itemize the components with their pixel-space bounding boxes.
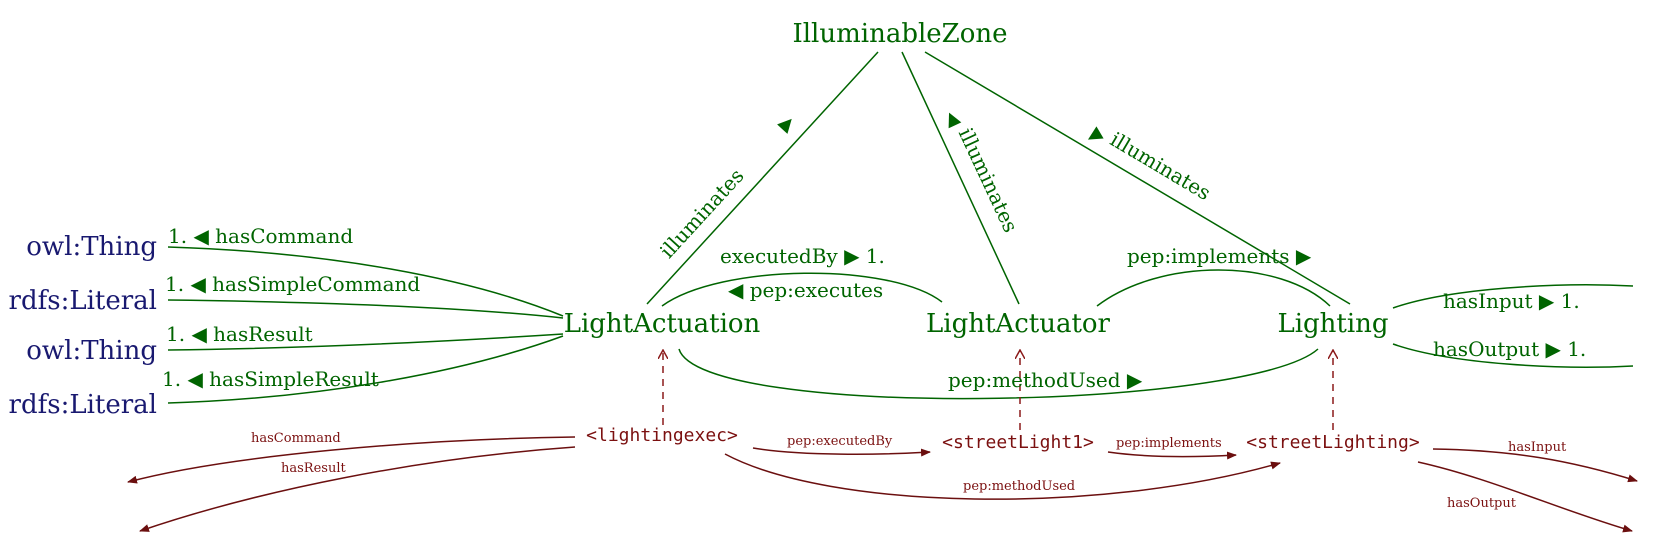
label-pep-executes: ◀ pep:executes [728,278,883,302]
inst-label-hasoutput: hasOutput [1447,496,1517,511]
edge-inst-executedby [752,447,931,457]
class-illuminablezone: IlluminableZone [792,19,1007,49]
edge-hasoutput [1392,343,1634,368]
label-hassimpleresult: 1. ◀ hasSimpleResult [162,367,379,391]
edge-inst-hasresult [139,446,576,532]
edge-hassimplecommand [167,299,564,319]
edge-illuminates-lighting [924,51,1351,305]
class-lightactuator: LightActuator [926,309,1111,339]
label-pep-implements: pep:implements ▶ [1127,244,1312,268]
edge-inst-methodused [724,453,1281,500]
edge-illuminates-lightactuator [901,51,1020,305]
node-owl-thing-2: owl:Thing [26,336,157,366]
edge-pep-implements-arc [1096,269,1331,307]
edge-hasinput [1392,284,1634,309]
class-edges [167,51,1634,404]
node-rdfs-literal-1: rdfs:Literal [9,286,157,316]
edge-illuminates-lightactuation [646,51,879,305]
inst-label-hasresult: hasResult [281,461,346,476]
inst-label-hasinput: hasInput [1508,440,1567,455]
arrow-triangle-2 [948,112,962,129]
edge-inst-hascommand [127,436,576,484]
label-illuminates-3: illuminates [1106,127,1215,205]
edge-hasresult [167,333,564,351]
label-illuminates-2: illuminates [954,124,1023,236]
label-hasresult: 1. ◀ hasResult [166,322,313,346]
label-hasoutput: hasOutput ▶ 1. [1433,337,1586,361]
instance-edges [127,350,1638,533]
individual-streetlighting: <streetLighting> [1246,432,1420,453]
inst-label-hascommand: hasCommand [251,431,341,446]
individual-streetlight1: <streetLight1> [942,432,1094,453]
node-owl-thing-1: owl:Thing [26,232,157,262]
edge-executedby-arc [661,272,943,307]
edge-inst-implements [1107,451,1237,460]
inst-label-implements: pep:implements [1116,436,1222,451]
inst-label-executedby: pep:executedBy [787,434,893,449]
node-rdfs-literal-2: rdfs:Literal [9,390,157,420]
edge-inst-hasinput [1432,448,1638,483]
edge-hassimpleresult [167,335,564,404]
edge-inst-hasoutput [1417,461,1633,533]
class-lightactuation: LightActuation [564,309,761,339]
label-hassimplecommand: 1. ◀ hasSimpleCommand [165,272,420,296]
class-lighting: Lighting [1277,309,1388,339]
arrow-triangle-1 [777,118,792,134]
label-executedby: executedBy ▶ 1. [720,244,885,268]
illuminates-labels: illuminates illuminates illuminates [655,112,1215,263]
edge-pep-methodused-curve [678,348,1319,400]
arrow-triangle-3 [1087,126,1104,140]
inst-label-methodused: pep:methodUsed [963,479,1075,494]
label-pep-methodused: pep:methodUsed ▶ [948,368,1143,392]
edge-hascommand [167,246,564,317]
individual-lightingexec: <lightingexec> [586,425,738,446]
label-hasinput: hasInput ▶ 1. [1443,289,1580,313]
label-hascommand: 1. ◀ hasCommand [168,224,353,248]
